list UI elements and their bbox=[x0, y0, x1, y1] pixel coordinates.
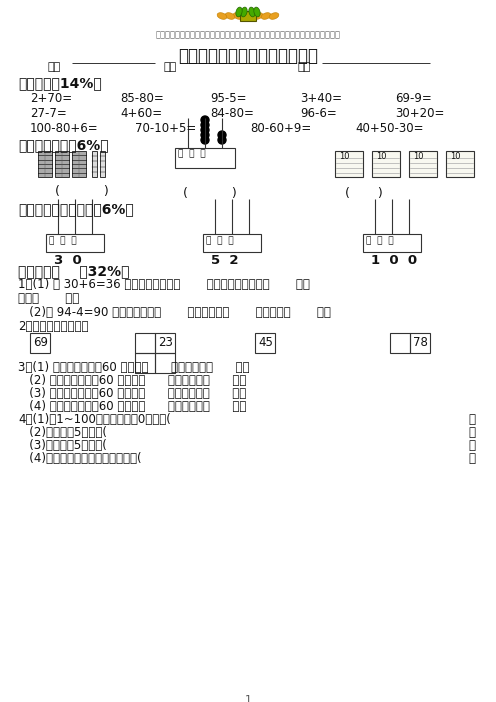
Bar bbox=[155, 353, 175, 373]
Text: 二、看图写数（6%）: 二、看图写数（6%） bbox=[18, 138, 109, 152]
Ellipse shape bbox=[233, 13, 243, 19]
Ellipse shape bbox=[269, 13, 279, 19]
Bar bbox=[203, 234, 261, 252]
Text: 百  十  个: 百 十 个 bbox=[366, 236, 394, 245]
Circle shape bbox=[201, 116, 209, 124]
Text: 【若缺失公式、图片现象属于系统读取不成功，文档内容齐全完整，请放心下载。】: 【若缺失公式、图片现象属于系统读取不成功，文档内容齐全完整，请放心下载。】 bbox=[156, 30, 340, 39]
Text: 班级: 班级 bbox=[48, 62, 61, 72]
Bar bbox=[135, 333, 155, 353]
Bar bbox=[446, 151, 474, 177]
Bar bbox=[409, 151, 437, 177]
Ellipse shape bbox=[241, 7, 247, 17]
Text: (4)个位上和十位上都相同的数有(: (4)个位上和十位上都相同的数有( bbox=[18, 452, 142, 465]
Bar bbox=[410, 333, 430, 353]
Bar bbox=[92, 151, 97, 177]
Text: 5  2: 5 2 bbox=[211, 254, 239, 267]
Text: 27-7=: 27-7= bbox=[30, 107, 67, 120]
Bar bbox=[55, 151, 69, 177]
Text: 10: 10 bbox=[339, 152, 350, 161]
Text: ）: ） bbox=[468, 426, 475, 439]
Ellipse shape bbox=[254, 7, 260, 17]
Bar bbox=[240, 11, 256, 21]
Circle shape bbox=[201, 121, 209, 129]
Bar bbox=[175, 148, 235, 168]
Bar bbox=[72, 151, 86, 177]
Bar bbox=[155, 333, 175, 353]
Text: (4) 十个十个地数，60 前面是（      ），后面是（      ）。: (4) 十个十个地数，60 前面是（ ），后面是（ ）。 bbox=[18, 400, 247, 413]
Ellipse shape bbox=[253, 13, 263, 19]
Ellipse shape bbox=[236, 7, 242, 17]
Text: (3)十位上是5的数有(: (3)十位上是5的数有( bbox=[18, 439, 107, 452]
Bar bbox=[38, 151, 52, 177]
Text: 3  0: 3 0 bbox=[54, 254, 82, 267]
Bar bbox=[255, 333, 275, 353]
Text: 70-10+5=: 70-10+5= bbox=[135, 122, 196, 135]
Text: 百  十  个: 百 十 个 bbox=[206, 236, 234, 245]
Ellipse shape bbox=[225, 13, 235, 19]
Text: ）: ） bbox=[468, 439, 475, 452]
Text: 10: 10 bbox=[376, 152, 386, 161]
Text: 80-60+9=: 80-60+9= bbox=[250, 122, 311, 135]
Text: 一年级数学（下）第三单元测验: 一年级数学（下）第三单元测验 bbox=[178, 47, 318, 65]
Text: (       ): ( ) bbox=[345, 187, 383, 200]
Text: 69: 69 bbox=[33, 336, 48, 349]
Circle shape bbox=[218, 136, 226, 144]
Text: 百  十  个: 百 十 个 bbox=[49, 236, 76, 245]
Bar bbox=[135, 353, 155, 373]
Text: 1、(1) 在 30+6=36 中，一个加数是（       ），另一个加数是（       ），: 1、(1) 在 30+6=36 中，一个加数是（ ），另一个加数是（ ）， bbox=[18, 278, 310, 291]
Text: 40+50-30=: 40+50-30= bbox=[355, 122, 424, 135]
Text: (2) 两个两个地数，60 前面是（      ），后面是（      ）；: (2) 两个两个地数，60 前面是（ ），后面是（ ）； bbox=[18, 374, 247, 387]
Text: 85-80=: 85-80= bbox=[120, 92, 164, 105]
Text: 和是（       ）。: 和是（ ）。 bbox=[18, 292, 79, 305]
Circle shape bbox=[218, 131, 226, 139]
Bar bbox=[46, 234, 104, 252]
Text: 78: 78 bbox=[413, 336, 428, 349]
Circle shape bbox=[201, 131, 209, 139]
Ellipse shape bbox=[217, 13, 227, 19]
Text: 3+40=: 3+40= bbox=[300, 92, 342, 105]
Text: (2)个位上是5的数有(: (2)个位上是5的数有( bbox=[18, 426, 107, 439]
Bar bbox=[100, 151, 105, 177]
Ellipse shape bbox=[261, 13, 271, 19]
Text: 100-80+6=: 100-80+6= bbox=[30, 122, 99, 135]
Text: 2+70=: 2+70= bbox=[30, 92, 72, 105]
Text: 96-6=: 96-6= bbox=[300, 107, 337, 120]
Text: 10: 10 bbox=[450, 152, 460, 161]
Text: (3) 五个五个地数，60 前面是（      ），后面是（      ）；: (3) 五个五个地数，60 前面是（ ），后面是（ ）； bbox=[18, 387, 246, 400]
Bar bbox=[390, 333, 410, 353]
Circle shape bbox=[201, 126, 209, 134]
Bar bbox=[335, 151, 363, 177]
Bar bbox=[372, 151, 400, 177]
Text: 百  十  个: 百 十 个 bbox=[178, 149, 206, 158]
Text: (           ): ( ) bbox=[183, 187, 237, 200]
Bar bbox=[30, 333, 50, 353]
Text: 三、你能画一画吗？（6%）: 三、你能画一画吗？（6%） bbox=[18, 202, 134, 216]
Text: 1  0  0: 1 0 0 bbox=[371, 254, 417, 267]
Text: 2、根据百数表填数。: 2、根据百数表填数。 bbox=[18, 320, 88, 333]
Text: ）: ） bbox=[468, 452, 475, 465]
Text: 一、口算（14%）: 一、口算（14%） bbox=[18, 76, 102, 90]
Text: 4、(1)在1~100中，个位上是0的数有(: 4、(1)在1~100中，个位上是0的数有( bbox=[18, 413, 171, 426]
Text: 23: 23 bbox=[158, 336, 173, 349]
Text: 10: 10 bbox=[413, 152, 424, 161]
Text: 45: 45 bbox=[258, 336, 273, 349]
Text: 30+20=: 30+20= bbox=[395, 107, 444, 120]
Text: 得分: 得分 bbox=[298, 62, 311, 72]
Text: 姓名: 姓名 bbox=[163, 62, 176, 72]
Text: 84-80=: 84-80= bbox=[210, 107, 254, 120]
Text: 95-5=: 95-5= bbox=[210, 92, 247, 105]
Text: 69-9=: 69-9= bbox=[395, 92, 432, 105]
Text: ）: ） bbox=[468, 413, 475, 426]
Ellipse shape bbox=[249, 7, 255, 17]
Text: (2)在 94-4=90 中，被减数是（       ），减数是（       ），差是（       ）。: (2)在 94-4=90 中，被减数是（ ），减数是（ ），差是（ ）。 bbox=[18, 306, 331, 319]
Text: 四、填空题    （32%）: 四、填空题 （32%） bbox=[18, 264, 129, 278]
Text: 4+60=: 4+60= bbox=[120, 107, 162, 120]
Text: 3、(1) 一个一个地数，60 前面是（      ），后面是（      ）；: 3、(1) 一个一个地数，60 前面是（ ），后面是（ ）； bbox=[18, 361, 249, 374]
Text: (           ): ( ) bbox=[55, 185, 109, 198]
Bar bbox=[363, 234, 421, 252]
Circle shape bbox=[201, 136, 209, 144]
Text: 1: 1 bbox=[245, 695, 251, 702]
